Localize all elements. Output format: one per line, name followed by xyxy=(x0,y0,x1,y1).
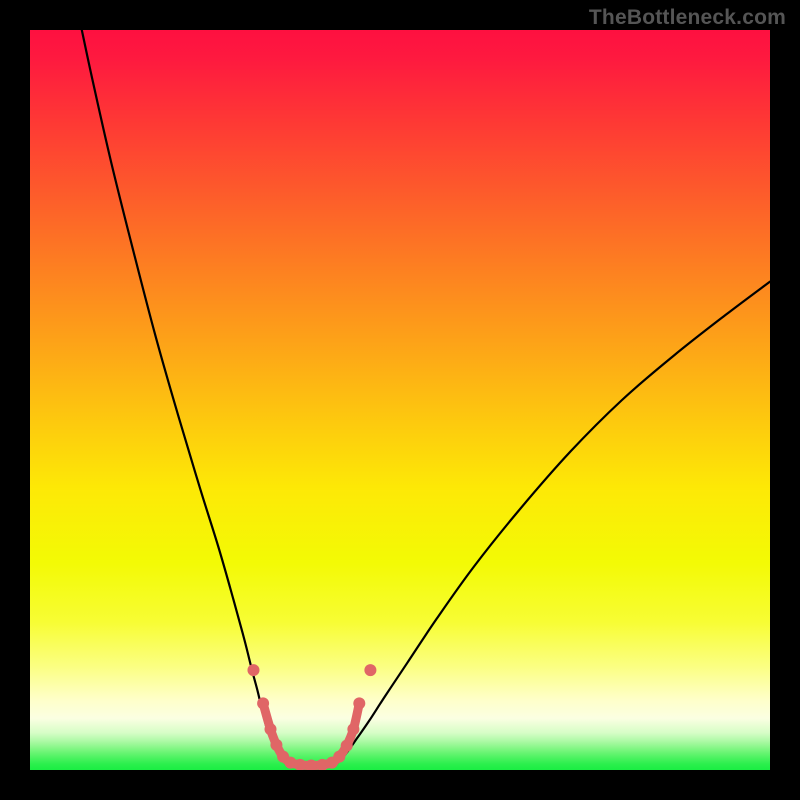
sweet-spot-point xyxy=(265,723,277,735)
bottleneck-curve-chart xyxy=(30,30,770,770)
sweet-spot-point xyxy=(333,751,345,763)
sweet-spot-point xyxy=(270,739,282,751)
sweet-spot-point xyxy=(257,697,269,709)
sweet-spot-point xyxy=(353,697,365,709)
watermark-label: TheBottleneck.com xyxy=(589,6,786,30)
sweet-spot-outlier-point xyxy=(247,664,259,676)
heatmap-gradient-background xyxy=(30,30,770,770)
plot-area xyxy=(30,30,770,770)
sweet-spot-point xyxy=(347,723,359,735)
sweet-spot-point xyxy=(341,740,353,752)
sweet-spot-outlier-point xyxy=(364,664,376,676)
root-frame: TheBottleneck.com xyxy=(0,0,800,800)
